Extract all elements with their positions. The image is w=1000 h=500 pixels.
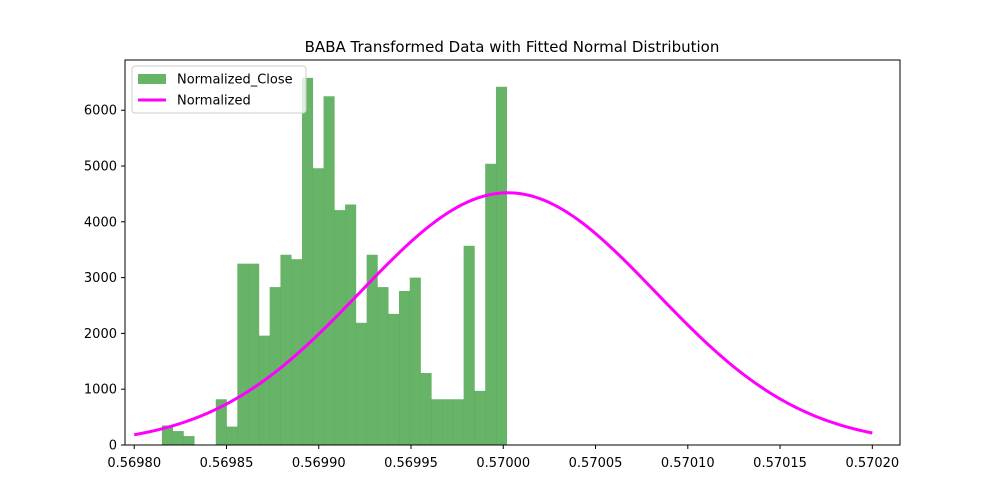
histogram-bar	[258, 335, 270, 445]
x-tick-label: 0.57005	[569, 456, 623, 471]
histogram-bar	[183, 436, 195, 445]
histogram-bar	[420, 373, 432, 445]
x-tick-label: 0.56995	[384, 456, 438, 471]
y-tick-label: 4000	[84, 215, 117, 230]
chart-title: BABA Transformed Data with Fitted Normal…	[305, 38, 720, 56]
histogram-bar	[442, 399, 454, 445]
plot-frame	[124, 59, 901, 446]
legend-box	[131, 65, 307, 114]
x-tick-label: 0.57010	[661, 456, 715, 471]
x-tick-label: 0.56980	[107, 456, 161, 471]
y-tick-label: 6000	[84, 104, 117, 119]
histogram-bar	[226, 426, 238, 445]
x-tick-label: 0.56990	[292, 456, 346, 471]
legend-label: Normalized	[177, 94, 251, 109]
histogram-bar	[398, 291, 411, 445]
histogram-bars	[161, 77, 508, 446]
y-tick-label: 2000	[84, 327, 117, 342]
y-tick-label: 3000	[84, 271, 117, 286]
histogram-bar	[312, 168, 324, 445]
y-tick-label: 1000	[84, 383, 117, 398]
y-tick-label: 5000	[84, 160, 117, 175]
histogram-bar	[377, 287, 389, 445]
histogram-bar	[269, 287, 281, 445]
histogram-bar	[334, 210, 346, 445]
histogram-bar	[409, 277, 421, 445]
fit-line-group	[133, 191, 873, 437]
histogram-bar	[355, 322, 367, 445]
legend-swatch-histogram	[138, 74, 166, 84]
histogram-bar	[302, 77, 314, 446]
histogram-bar	[452, 399, 464, 445]
fit-line	[133, 191, 873, 437]
histogram-bar	[215, 399, 227, 445]
histogram-bar	[280, 254, 292, 445]
y-axis: 0 1000 2000 3000 4000 5000 6000	[84, 104, 125, 454]
histogram-bar	[161, 425, 173, 445]
histogram-bar	[366, 254, 378, 445]
histogram-bar	[291, 259, 303, 445]
x-tick-label: 0.57000	[476, 456, 530, 471]
legend: Normalized_Close Normalized	[131, 65, 307, 114]
legend-label: Normalized_Close	[177, 73, 293, 88]
histogram-bar	[495, 86, 508, 445]
histogram-bar	[172, 431, 184, 445]
histogram-bar	[323, 96, 335, 446]
y-tick-label: 0	[109, 439, 117, 454]
histogram-bar	[388, 313, 400, 445]
histogram-bar	[474, 390, 486, 445]
x-tick-label: 0.57020	[845, 456, 899, 471]
histogram-bar	[463, 245, 475, 445]
histogram-bar	[248, 263, 260, 445]
x-tick-label: 0.57015	[753, 456, 807, 471]
histogram-bar	[431, 399, 443, 445]
x-tick-label: 0.56985	[200, 456, 254, 471]
x-axis: 0.56980 0.56985 0.56990 0.56995 0.57000 0.570…	[107, 445, 899, 471]
histogram-bar	[345, 204, 357, 445]
histogram-bar	[237, 263, 249, 445]
histogram-bar	[485, 163, 497, 445]
